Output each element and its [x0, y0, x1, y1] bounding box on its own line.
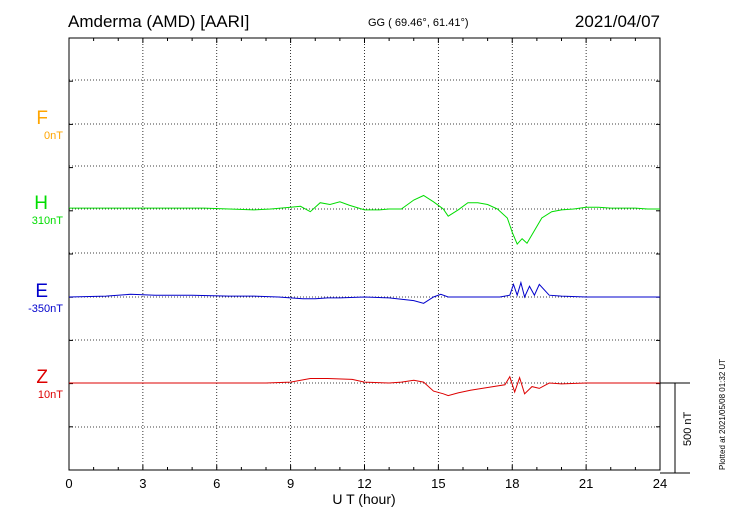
x-tick-label: 18 [505, 476, 519, 491]
plotted-note: Plotted at 2021/05/08 01:32 UT [718, 358, 727, 470]
grid [69, 38, 660, 470]
x-axis: 0 3 6 9 12 15 18 21 24 [65, 38, 667, 491]
series-e-line [68, 280, 660, 304]
component-f-baseline: 0nT [44, 130, 63, 142]
x-axis-label: U T (hour) [332, 491, 395, 507]
series-h-line [69, 194, 660, 246]
x-tick-label: 9 [287, 476, 294, 491]
series-z-line [69, 375, 660, 397]
scale-bar-label: 500 nT [682, 411, 694, 446]
x-tick-label: 6 [213, 476, 220, 491]
x-tick-label: 21 [579, 476, 593, 491]
component-h-baseline: 310nT [31, 215, 63, 227]
x-tick-label: 24 [653, 476, 667, 491]
component-z-label: Z [36, 367, 48, 388]
date-label: 2021/04/07 [574, 12, 660, 31]
station-title: Amderma (AMD) [AARI] [68, 12, 250, 31]
x-tick-label: 12 [357, 476, 371, 491]
scale-bar [660, 382, 690, 474]
component-e-label: E [35, 281, 48, 302]
series-lines [68, 194, 660, 397]
x-tick-label: 15 [431, 476, 445, 491]
component-h-label: H [34, 193, 48, 214]
component-e-baseline: -350nT [28, 303, 63, 315]
component-z-baseline: 10nT [37, 389, 63, 401]
coordinates: GG ( 69.46°, 61.41°) [368, 17, 469, 29]
component-f-label: F [36, 108, 48, 129]
x-tick-label: 3 [139, 476, 146, 491]
x-tick-label: 0 [65, 476, 72, 491]
